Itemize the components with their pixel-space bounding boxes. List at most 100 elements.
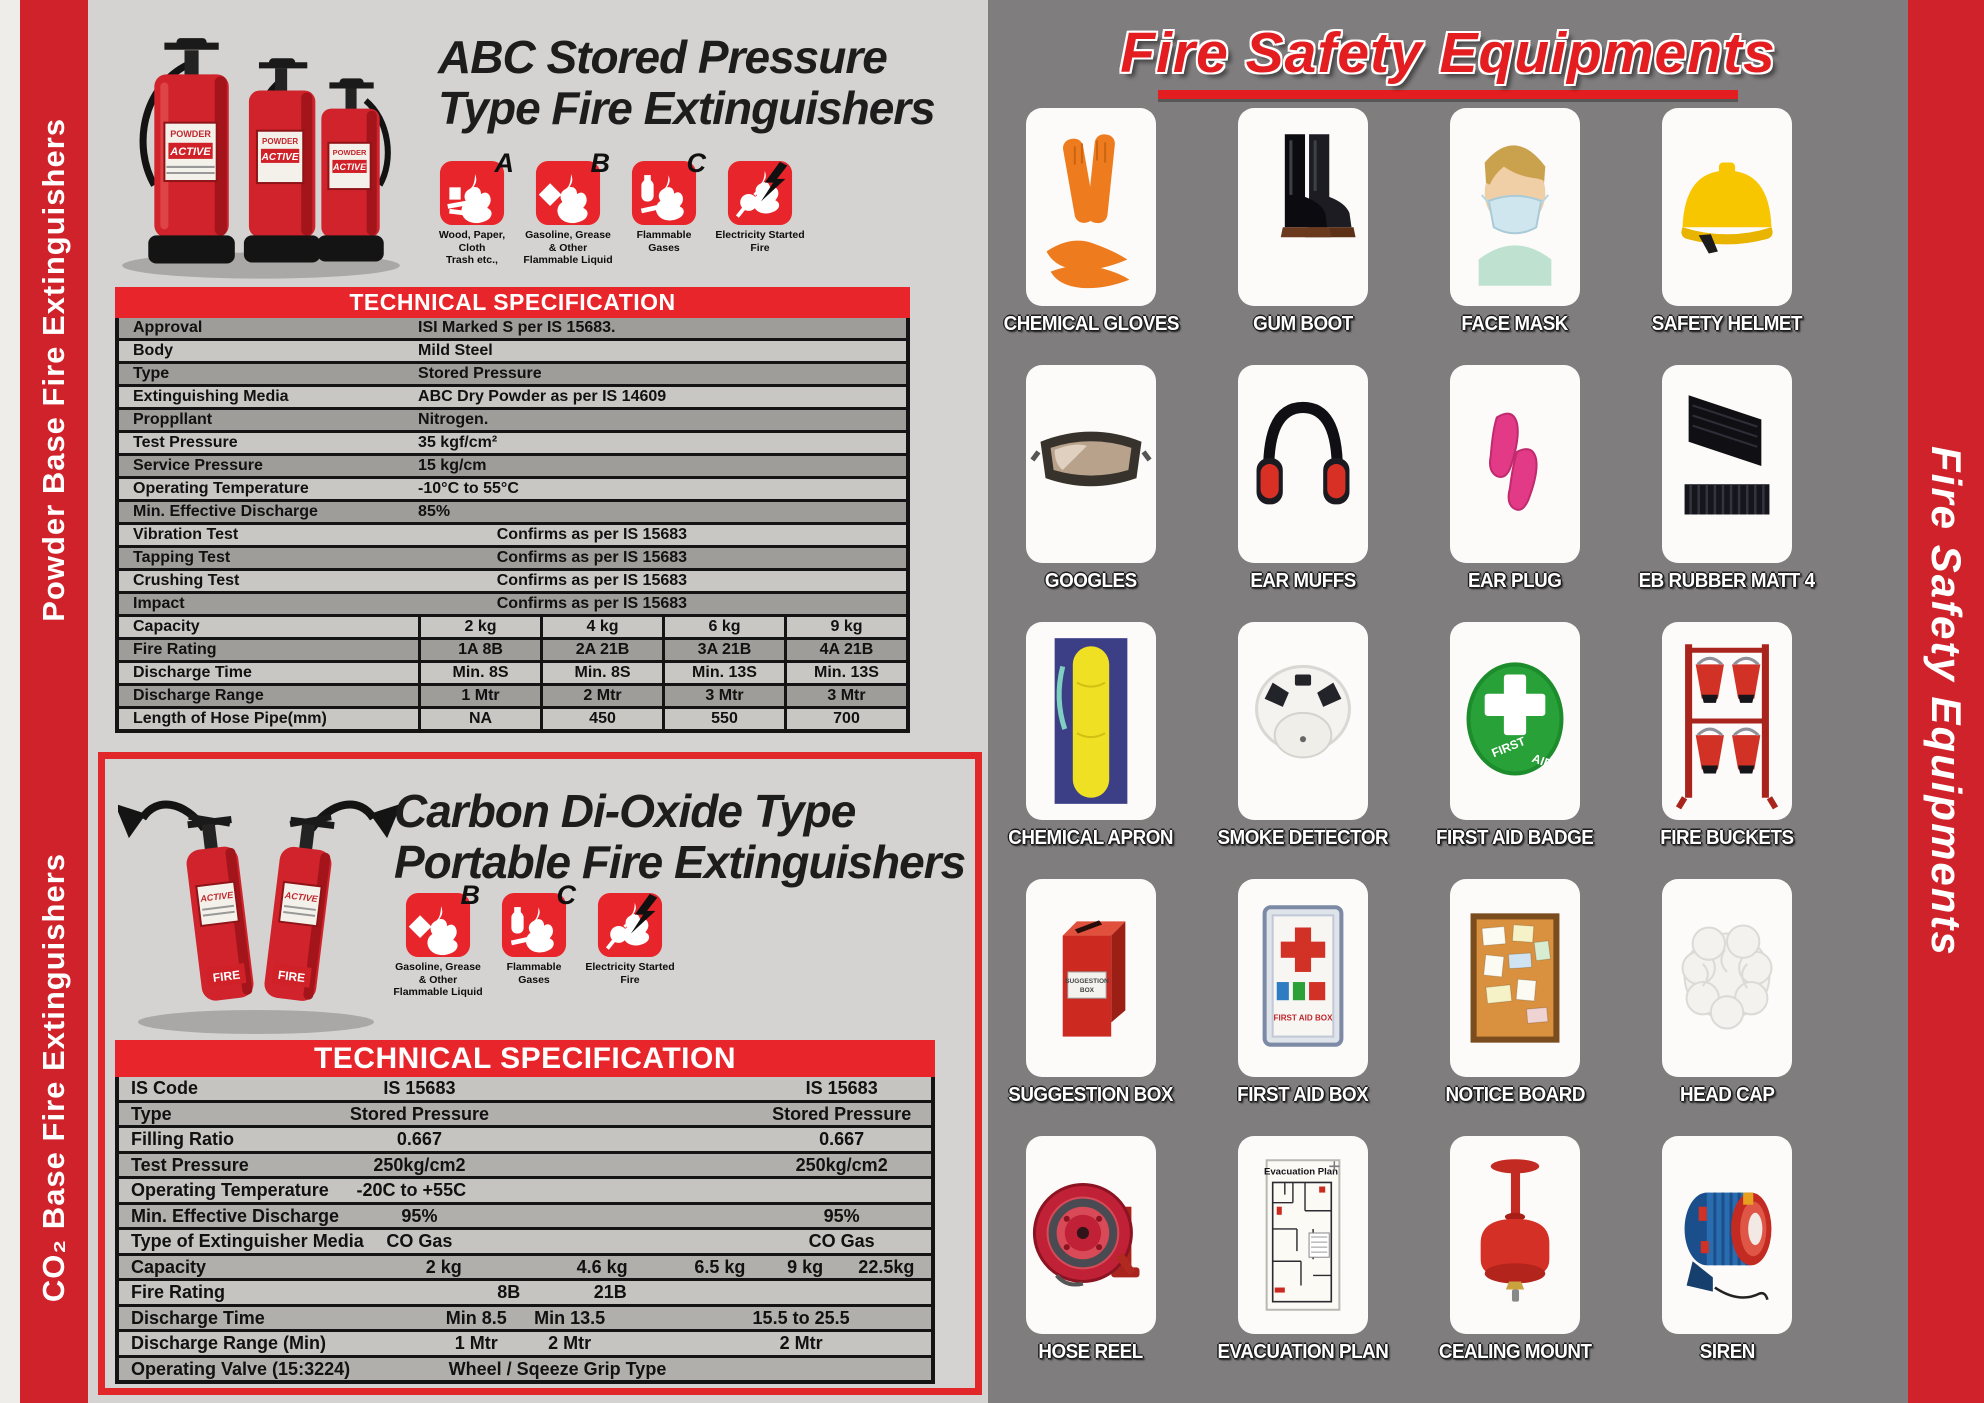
spec-grid-row: Discharge Time Min. 8S Min. 8S Min. 13S Min.…	[119, 660, 906, 683]
spec-row: Operating Valve (15:3224) Wheel / Sqeeze …	[119, 1354, 931, 1380]
spec-row: Approval ISI Marked S per IS 15683.	[119, 318, 906, 338]
spec-row: Type Stored Pressure Stored Pressure	[119, 1099, 931, 1125]
equipment-label: EVACUATION PLAN	[1217, 1341, 1389, 1363]
fire-label-text: FIRE	[212, 968, 241, 985]
equipment-label: EB RUBBER MATT 4	[1639, 570, 1815, 592]
brand-label-text: ACTIVE	[332, 162, 367, 172]
equipment-label: EAR PLUG	[1468, 570, 1562, 592]
fire-class-letter-a: A	[494, 148, 515, 178]
equipment-label: HEAD CAP	[1679, 1084, 1775, 1106]
class-a-fire-icon	[439, 160, 505, 226]
equipment-item-notice-board: NOTICE BOARD	[1445, 879, 1585, 1136]
equipment-item-safety-helmet: SAFETY HELMET	[1652, 108, 1803, 365]
co2-spec-header: TECHNICAL SPECIFICATION	[115, 1040, 935, 1077]
brand-label-text: ACTIVE	[283, 890, 319, 904]
face-mask-image	[1450, 108, 1580, 306]
spec-row: IS Code IS 15683 IS 15683	[119, 1077, 931, 1100]
hose-reel-image	[1026, 1136, 1156, 1334]
fire-class-c: C Flammable Gases	[488, 880, 580, 999]
spec-row: Type of Extinguisher Media CO Gas CO Gas	[119, 1227, 931, 1253]
electrical-fire-icon	[597, 892, 663, 958]
equipment-item-head-cap: HEAD CAP	[1662, 879, 1792, 1136]
spec-row: Test Pressure 250kg/cm2 250kg/cm2	[119, 1150, 931, 1176]
equipment-item-smoke-detector: SMOKE DETECTOR	[1218, 622, 1389, 879]
left-red-sidebar: Powder Base Fire Extinguishers CO₂ Base …	[20, 0, 88, 1403]
equipment-item-evacuation-plan: Evacuation Plan EVACUATION PLAN	[1218, 1136, 1389, 1393]
fire-class-c: C Flammable Gases	[618, 148, 710, 267]
suggestion-box-text: BOX	[1080, 987, 1095, 994]
equipment-item-cealing-mount: CEALING MOUNT	[1439, 1136, 1592, 1393]
spec-row: Fire Rating 8B 21B	[119, 1278, 931, 1304]
equipment-label: CHEMICAL APRON	[1008, 827, 1174, 849]
spec-row: Proppllant Nitrogen.	[119, 407, 906, 430]
spec-row: Filling Ratio 0.667 0.667	[119, 1125, 931, 1151]
equipment-label: CEALING MOUNT	[1438, 1341, 1592, 1363]
fire-class-electrical: Electricity Started Fire	[584, 892, 676, 999]
powder-sidebar-section: Powder Base Fire Extinguishers	[20, 55, 88, 685]
spec-row: Discharge Time Min 8.5 Min 13.5 15.5 to 25.…	[119, 1303, 931, 1329]
abc-fire-class-icons: A Wood, Paper, Cloth Trash etc., B	[426, 148, 806, 267]
spec-grid-row: Discharge Range 1 Mtr 2 Mtr 3 Mtr 3 Mtr	[119, 683, 906, 706]
lightning-bolt-icon	[630, 893, 658, 934]
equipment-title-block: Fire Safety Equipments	[988, 20, 1908, 99]
spec-row: Body Mild Steel	[119, 338, 906, 361]
equipment-label: SIREN	[1699, 1341, 1755, 1363]
first-aid-box-text: FIRST AID BOX	[1274, 1013, 1334, 1022]
spec-row: Tapping Test Confirms as per IS 15683	[119, 545, 906, 568]
class-c-fire-icon	[631, 160, 697, 226]
equipment-label: EAR MUFFS	[1250, 570, 1356, 592]
equipment-item-first-aid-badge: FIRST AID FIRST AID BADGE	[1436, 622, 1594, 879]
fire-buckets-image	[1662, 622, 1792, 820]
co2-extinguishers-image: ACTIVE FIRE ACTIVE FIRE	[114, 770, 402, 1042]
co2-sidebar-section: CO₂ Base Fire Extinguishers	[20, 755, 88, 1400]
spec-row: Min. Effective Discharge 85%	[119, 499, 906, 522]
class-b-fire-icon	[535, 160, 601, 226]
spec-row: Impact Confirms as per IS 15683	[119, 591, 906, 614]
co2-fire-class-icons: B Gasoline, Grease & Other Flammable Liq…	[392, 880, 676, 999]
spec-row: Operating Temperature -10°C to 55°C	[119, 476, 906, 499]
fire-class-c-label: Flammable Gases	[506, 961, 562, 986]
fire-class-letter-b: B	[590, 148, 611, 178]
right-sidebar-label: Fire Safety Equipments	[1923, 446, 1970, 957]
co2-title-line2: Portable Fire Extinguishers	[394, 835, 966, 888]
equipment-label: FIRST AID BOX	[1237, 1084, 1369, 1106]
eb-rubber-matt-image	[1662, 365, 1792, 563]
equipment-label: GOOGLES	[1045, 570, 1137, 592]
abc-spec-body: Approval ISI Marked S per IS 15683. Body M…	[115, 318, 910, 733]
safety-helmet-image	[1662, 108, 1792, 306]
equipment-item-first-aid-box: FIRST AID BOX FIRST AID BOX	[1237, 879, 1369, 1136]
ear-muffs-image	[1238, 365, 1368, 563]
spec-grid-row: Capacity 2 kg 4 kg 6 kg 9 kg	[119, 614, 906, 637]
powder-extinguishers-illustration: POWDER ACTIVE POWDER ACTIVE	[122, 38, 400, 279]
ear-plug-image	[1450, 365, 1580, 563]
equipment-grid: CHEMICAL GLOVES GUM BOOT	[1003, 108, 1815, 1393]
fire-class-electrical-label: Electricity Started Fire	[715, 229, 805, 254]
co2-section-title: Carbon Di-Oxide Type Portable Fire Extin…	[394, 786, 979, 887]
fire-class-letter-b: B	[460, 880, 481, 910]
fire-class-electrical: Electricity Started Fire	[714, 160, 806, 267]
powder-label-text: POWDER	[170, 129, 211, 139]
fire-class-letter-c: C	[556, 880, 577, 910]
right-red-sidebar: Fire Safety Equipments	[1908, 0, 1984, 1403]
abc-spec-table: TECHNICAL SPECIFICATION Approval ISI Mark…	[115, 287, 910, 733]
fire-class-b: B Gasoline, Grease & Other Flammable Liq…	[392, 880, 484, 999]
equipment-item-googles: GOOGLES	[1026, 365, 1156, 622]
equipment-item-eb-rubber-matt: EB RUBBER MATT 4	[1639, 365, 1815, 622]
spec-row: Vibration Test Confirms as per IS 15683	[119, 522, 906, 545]
left-edge-strip	[0, 0, 20, 1403]
spec-grid-row: Length of Hose Pipe(mm) NA 450 550 700	[119, 706, 906, 729]
equipment-label: FIRE BUCKETS	[1660, 827, 1794, 849]
class-b-fire-icon	[405, 892, 471, 958]
equipment-item-face-mask: FACE MASK	[1450, 108, 1580, 365]
fire-class-c-label: Flammable Gases	[636, 229, 692, 254]
lightning-bolt-icon	[760, 161, 788, 202]
equipment-label: NOTICE BOARD	[1445, 1084, 1585, 1106]
suggestion-box-text: SUGGESTION	[1065, 978, 1109, 985]
equipment-label: SMOKE DETECTOR	[1217, 827, 1389, 849]
equipment-item-hose-reel: HOSE REEL	[1026, 1136, 1156, 1393]
title-underline	[1158, 90, 1738, 99]
spec-row: Crushing Test Confirms as per IS 15683	[119, 568, 906, 591]
chemical-gloves-image	[1026, 108, 1156, 306]
spec-row: Test Pressure 35 kgf/cm²	[119, 430, 906, 453]
co2-spec-table: TECHNICAL SPECIFICATION IS Code IS 15683 I…	[115, 1040, 935, 1384]
